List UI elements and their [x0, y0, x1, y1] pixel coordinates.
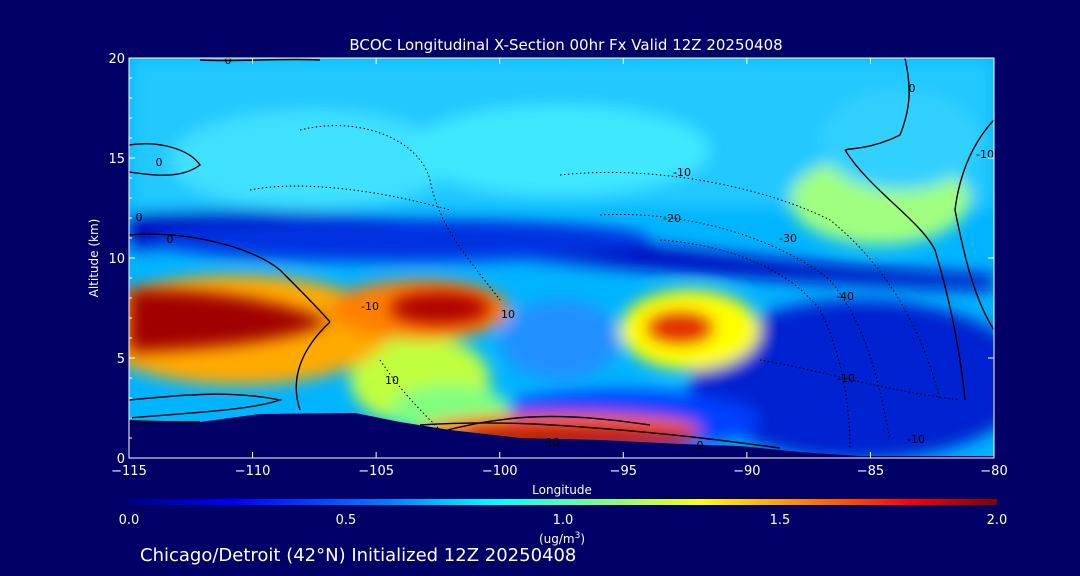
y-tick-label: 20 — [108, 52, 125, 67]
x-tick-label: −100 — [482, 464, 518, 479]
footer-text: Chicago/Detroit (42°N) Initialized 12Z 2… — [140, 545, 576, 566]
terrain — [129, 413, 994, 458]
y-axis-ticks: 0 5 10 15 20 — [108, 52, 994, 467]
dotted-contour-2 — [559, 171, 941, 401]
concentration-field — [129, 58, 994, 458]
x-axis-ticks: −115 −110 −105 −100 −95 −90 −85 −80 — [111, 58, 1008, 479]
lower-right-blue — [690, 300, 994, 458]
contour-label: 0 — [167, 233, 174, 246]
colorbar-tick-label: 0.0 — [119, 513, 140, 528]
colorbar-units: (ug/m3) — [539, 531, 585, 546]
y-axis-label: Altitude (km) — [87, 219, 101, 298]
right-plume-core — [648, 314, 712, 342]
solid-contours — [129, 58, 994, 449]
x-tick-label: −95 — [610, 464, 637, 479]
contour-label: 0 — [156, 156, 163, 169]
colorbar-tick-label: 1.5 — [770, 513, 791, 528]
x-tick-label: −105 — [358, 464, 394, 479]
contour-label: -40 — [836, 290, 854, 303]
solid-contour-5 — [844, 149, 966, 401]
colorbar-units-close: ) — [580, 532, 585, 546]
mid-blue — [500, 300, 620, 380]
contour-label: -10 — [673, 166, 691, 179]
solid-contour-6 — [419, 422, 781, 449]
contour-label: -20 — [663, 212, 681, 225]
contour-label: 10 — [546, 436, 560, 449]
solid-contour-8 — [129, 393, 283, 419]
colorbar-tick-label: 2.0 — [987, 513, 1008, 528]
x-axis-label: Longitude — [532, 483, 592, 497]
dotted-contours — [249, 125, 961, 451]
y-tick-label: 0 — [117, 452, 125, 467]
solid-contour-3 — [844, 58, 910, 151]
dotted-contour-6 — [249, 185, 451, 211]
solid-contour-2 — [129, 233, 331, 323]
upper-cyan-1 — [170, 110, 450, 210]
colorbar-ticks: 0.0 0.5 1.0 1.5 2.0 — [119, 513, 1008, 528]
contour-label: 10 — [501, 308, 515, 321]
x-tick-label: −115 — [111, 464, 147, 479]
solid-contour-10 — [199, 58, 321, 62]
x-tick-label: −85 — [857, 464, 884, 479]
contour-label: 0 — [136, 211, 143, 224]
contour-label: 0 — [909, 82, 916, 95]
y-tick-label: 15 — [108, 152, 125, 167]
colorbar-tick-label: 0.5 — [336, 513, 357, 528]
upper-dark-core — [150, 218, 650, 262]
colorbar-tick-label: 1.0 — [553, 513, 574, 528]
solid-contour-1 — [129, 143, 201, 176]
contour-labels: 0 0 0 0 0 -10 -20 -30 -40 -10 10 10 -10 -10 -10 10 0 — [136, 54, 994, 452]
contour-label: 0 — [697, 439, 704, 452]
x-tick-label: −110 — [235, 464, 271, 479]
center-plume-core — [390, 292, 490, 324]
field-shading — [129, 58, 994, 458]
upper-cyan-2 — [410, 105, 710, 195]
dotted-contour-4 — [659, 239, 851, 451]
contour-label: -10 — [976, 148, 994, 161]
dotted-contour-1 — [299, 125, 501, 301]
contour-label: -10 — [907, 433, 925, 446]
upper-right-cyan — [820, 90, 980, 190]
solid-contour-7 — [439, 415, 651, 433]
colorbar — [129, 499, 997, 505]
chart-title: BCOC Longitudinal X-Section 00hr Fx Vali… — [349, 36, 782, 54]
contour-label: 10 — [385, 374, 399, 387]
left-plume-core — [129, 289, 330, 352]
solid-contour-9 — [295, 321, 331, 411]
colorbar-units-sup: 3 — [575, 531, 581, 541]
x-tick-label: −80 — [980, 464, 1007, 479]
plume-cores — [129, 289, 712, 445]
y-tick-label: 10 — [108, 252, 125, 267]
contour-label: -30 — [779, 232, 797, 245]
x-tick-label: −90 — [733, 464, 760, 479]
contour-label: 0 — [225, 54, 232, 67]
solid-contour-4 — [954, 119, 994, 331]
dotted-contour-5 — [379, 359, 441, 431]
contour-label: -10 — [837, 372, 855, 385]
contour-label: -10 — [361, 300, 379, 313]
y-tick-label: 5 — [117, 352, 125, 367]
colorbar-units-main: (ug/m — [539, 532, 575, 546]
